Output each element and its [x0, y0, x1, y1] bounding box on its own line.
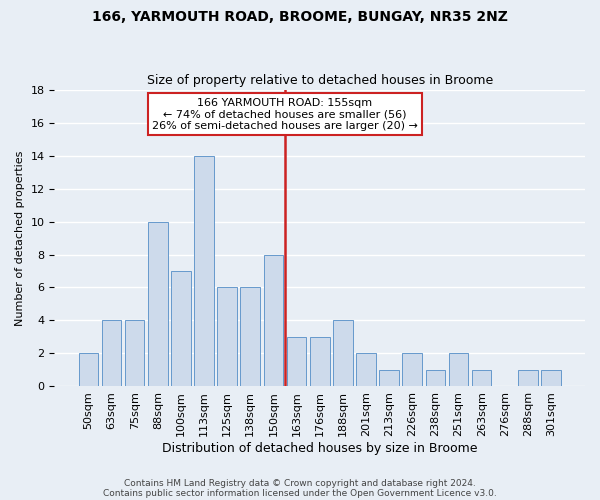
Bar — [379, 370, 399, 386]
Bar — [101, 320, 121, 386]
Text: Contains HM Land Registry data © Crown copyright and database right 2024.: Contains HM Land Registry data © Crown c… — [124, 478, 476, 488]
Bar — [194, 156, 214, 386]
Bar — [171, 271, 191, 386]
Text: Contains public sector information licensed under the Open Government Licence v3: Contains public sector information licen… — [103, 488, 497, 498]
Bar — [148, 222, 167, 386]
Bar — [333, 320, 353, 386]
Bar — [449, 354, 469, 386]
Bar — [217, 288, 237, 386]
Bar — [263, 254, 283, 386]
Bar — [310, 337, 329, 386]
Title: Size of property relative to detached houses in Broome: Size of property relative to detached ho… — [146, 74, 493, 87]
Text: 166 YARMOUTH ROAD: 155sqm
← 74% of detached houses are smaller (56)
26% of semi-: 166 YARMOUTH ROAD: 155sqm ← 74% of detac… — [152, 98, 418, 131]
Text: 166, YARMOUTH ROAD, BROOME, BUNGAY, NR35 2NZ: 166, YARMOUTH ROAD, BROOME, BUNGAY, NR35… — [92, 10, 508, 24]
Bar — [287, 337, 307, 386]
Bar — [125, 320, 145, 386]
X-axis label: Distribution of detached houses by size in Broome: Distribution of detached houses by size … — [162, 442, 478, 455]
Bar — [403, 354, 422, 386]
Bar — [79, 354, 98, 386]
Bar — [425, 370, 445, 386]
Y-axis label: Number of detached properties: Number of detached properties — [15, 150, 25, 326]
Bar — [518, 370, 538, 386]
Bar — [541, 370, 561, 386]
Bar — [241, 288, 260, 386]
Bar — [356, 354, 376, 386]
Bar — [472, 370, 491, 386]
